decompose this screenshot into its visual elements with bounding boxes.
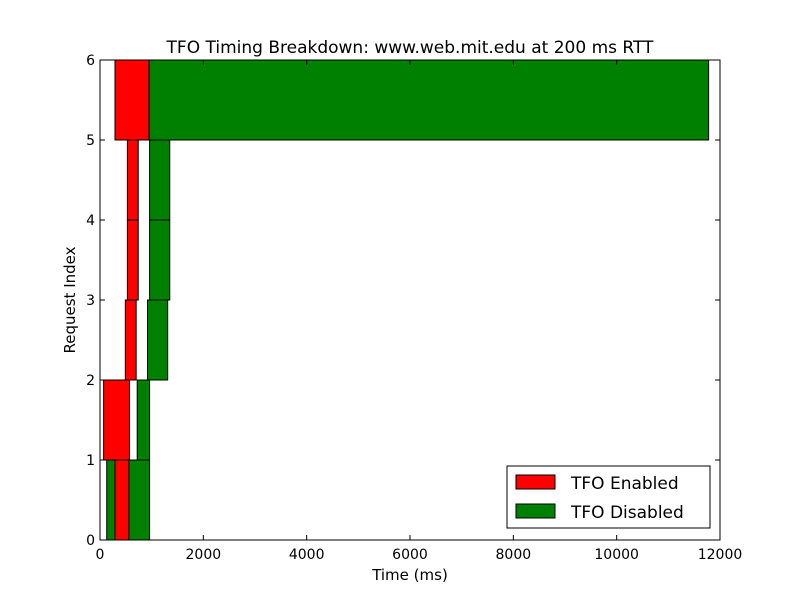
bar-tfo-disabled-3 bbox=[147, 299, 169, 381]
bar-tfo-disabled-2 bbox=[136, 379, 151, 461]
x-tick-label: 8000 bbox=[496, 547, 532, 563]
bar-tfo-enabled-2 bbox=[124, 299, 137, 381]
x-tick-label: 0 bbox=[96, 547, 105, 563]
y-tick-label: 0 bbox=[86, 533, 95, 549]
x-tick-label: 10000 bbox=[594, 547, 639, 563]
x-tick-label: 2000 bbox=[186, 547, 222, 563]
bar-tfo-disabled-0 bbox=[106, 459, 116, 541]
y-tick-label: 1 bbox=[86, 453, 95, 469]
y-axis-label: Request Index bbox=[61, 246, 79, 353]
bar-tfo-enabled-1 bbox=[103, 379, 130, 461]
y-tick-label: 3 bbox=[86, 293, 95, 309]
bar-tfo-enabled-5 bbox=[114, 59, 150, 141]
legend-swatch-tfo-enabled bbox=[515, 474, 556, 490]
bar-tfo-enabled-0 bbox=[114, 459, 130, 541]
x-tick-label: 12000 bbox=[698, 547, 743, 563]
legend-label-tfo-disabled: TFO Disabled bbox=[570, 503, 684, 523]
x-axis-label: Time (ms) bbox=[371, 566, 448, 584]
y-tick-label: 2 bbox=[86, 373, 95, 389]
legend-label-tfo-enabled: TFO Enabled bbox=[570, 474, 679, 494]
bars-layer bbox=[103, 59, 710, 541]
ticks-layer: 0 2000 4000 6000 8000 10000 12000 0 1 2 3 4 5 6 bbox=[86, 53, 742, 563]
y-tick-label: 5 bbox=[86, 133, 95, 149]
x-tick-label: 4000 bbox=[289, 547, 325, 563]
chart-title: TFO Timing Breakdown: www.web.mit.edu at… bbox=[166, 38, 654, 58]
bar-tfo-disabled-5 bbox=[149, 139, 171, 221]
x-tick-label: 6000 bbox=[392, 547, 428, 563]
y-tick-label: 4 bbox=[86, 213, 95, 229]
bar-tfo-enabled-3 bbox=[126, 219, 139, 301]
bar-tfo-disabled-1 bbox=[128, 459, 151, 541]
bar-tfo-enabled-4 bbox=[126, 139, 139, 221]
legend: TFO Enabled TFO Disabled bbox=[506, 465, 711, 529]
legend-swatch-tfo-disabled bbox=[515, 503, 556, 519]
bar-tfo-disabled-6 bbox=[148, 59, 710, 141]
y-tick-label: 6 bbox=[86, 53, 95, 69]
bar-tfo-disabled-4 bbox=[149, 219, 171, 301]
